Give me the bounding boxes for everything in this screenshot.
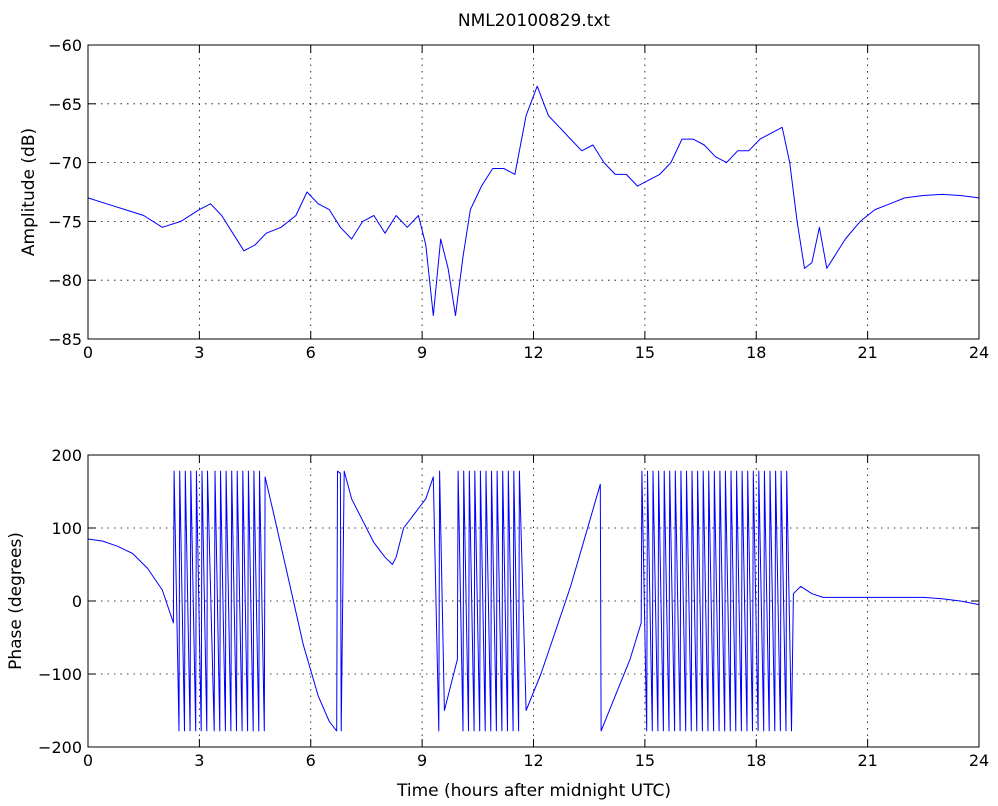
phase-x-tick-label: 9 (417, 751, 427, 770)
phase-series-layer (87, 470, 980, 732)
phase-x-tick-label: 21 (857, 751, 877, 770)
amplitude-y-tick-label: −80 (48, 271, 82, 290)
amplitude-x-tick-label: 9 (417, 343, 427, 362)
phase-y-tick-label: −200 (38, 738, 82, 757)
amplitude-x-tick-label: 12 (523, 343, 543, 362)
phase-y-tick-label: 200 (51, 446, 82, 465)
amplitude-y-tick-label: −70 (48, 154, 82, 173)
phase-series-line (87, 470, 980, 732)
amplitude-y-axis-label: Amplitude (dB) (19, 128, 39, 256)
amplitude-series-layer (87, 85, 980, 316)
phase-x-tick-label: 15 (635, 751, 655, 770)
amplitude-y-tick-label: −75 (48, 212, 82, 231)
amplitude-y-tick-label: −65 (48, 95, 82, 114)
amplitude-panel: NML20100829.txt 0 3 6 9 12 15 18 21 24 −85 −80 −75… (19, 11, 989, 362)
phase-y-tick-label: −100 (38, 665, 82, 684)
phase-panel: 0 3 6 9 12 15 18 21 24 −200 −100 0 100 200 Phase (de… (6, 446, 989, 801)
amplitude-y-tick-label: −60 (48, 36, 82, 55)
phase-x-tick-labels: 0 3 6 9 12 15 18 21 24 (83, 751, 989, 770)
amplitude-series-line (87, 85, 980, 316)
phase-y-axis-label: Phase (degrees) (6, 532, 26, 670)
phase-x-tick-label: 24 (969, 751, 989, 770)
phase-grid (88, 455, 979, 747)
amplitude-y-tick-label: −85 (48, 330, 82, 349)
amplitude-ticks (87, 44, 980, 340)
phase-x-tick-label: 6 (306, 751, 316, 770)
amplitude-x-tick-label: 3 (194, 343, 204, 362)
phase-y-tick-label: 0 (72, 592, 82, 611)
amplitude-x-tick-label: 18 (746, 343, 766, 362)
phase-x-axis-label: Time (hours after midnight UTC) (396, 781, 671, 801)
amplitude-x-tick-label: 0 (83, 343, 93, 362)
amplitude-plot-frame (87, 44, 980, 340)
phase-y-tick-label: 100 (51, 519, 82, 538)
amplitude-y-tick-labels: −85 −80 −75 −70 −65 −60 (48, 36, 82, 349)
chart-title: NML20100829.txt (458, 11, 611, 31)
phase-plot-frame (87, 454, 980, 748)
amplitude-x-tick-label: 21 (857, 343, 877, 362)
amplitude-x-tick-label: 24 (969, 343, 989, 362)
amplitude-x-tick-label: 6 (306, 343, 316, 362)
phase-y-tick-labels: −200 −100 0 100 200 (38, 446, 82, 757)
amplitude-x-tick-labels: 0 3 6 9 12 15 18 21 24 (83, 343, 989, 362)
phase-x-tick-label: 12 (523, 751, 543, 770)
amplitude-x-tick-label: 15 (635, 343, 655, 362)
phase-x-tick-label: 3 (194, 751, 204, 770)
amplitude-grid (88, 45, 979, 339)
phase-x-tick-label: 18 (746, 751, 766, 770)
phase-x-tick-label: 0 (83, 751, 93, 770)
